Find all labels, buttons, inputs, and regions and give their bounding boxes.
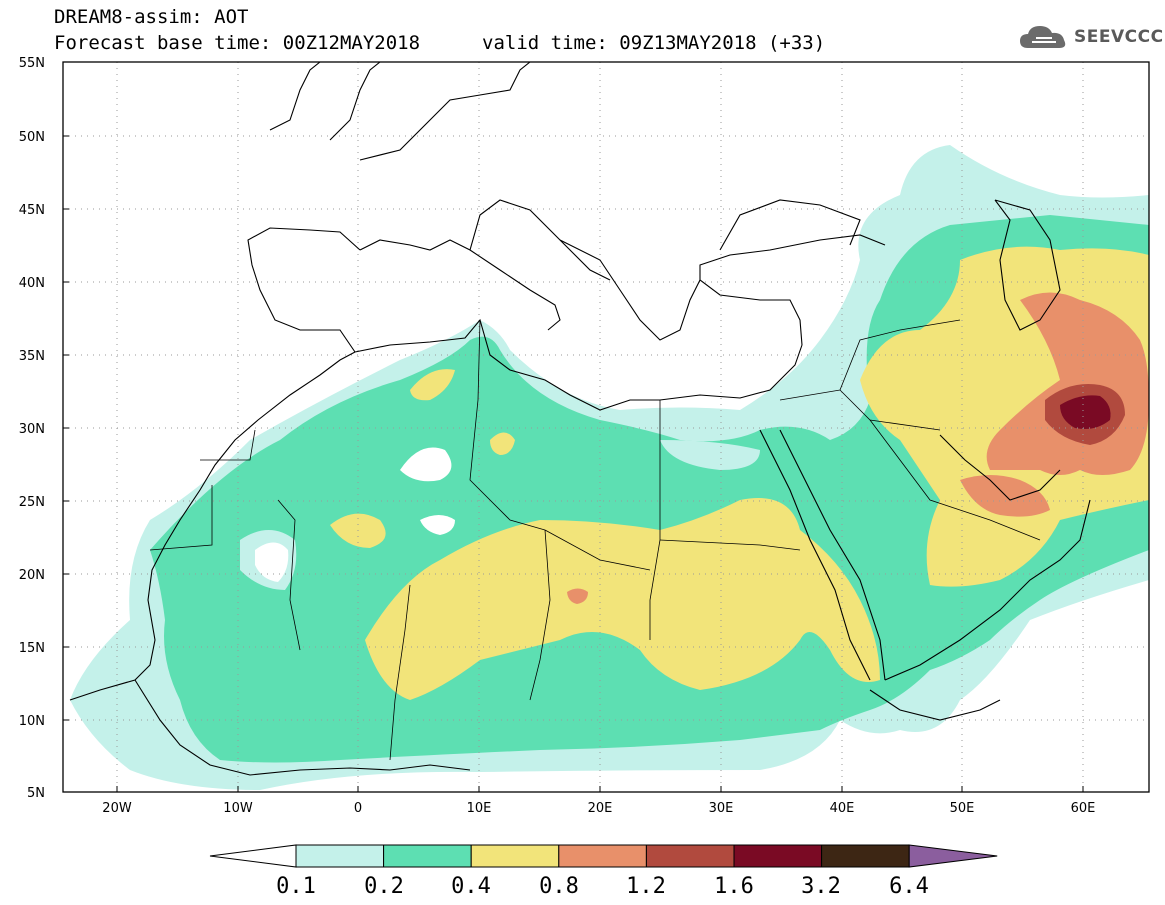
colorbar-label: 0.2 <box>364 874 404 899</box>
lat-label: 40N <box>19 276 45 291</box>
aot-band-0-8 <box>567 588 588 604</box>
aot-band-1-6 <box>1060 395 1111 429</box>
aot-band-0-4 <box>410 369 455 401</box>
colorbar-label: 6.4 <box>889 874 929 899</box>
lat-label: 45N <box>19 203 45 218</box>
colorbar <box>209 844 998 868</box>
axis-ticks <box>63 61 1084 792</box>
map-frame <box>62 61 1150 793</box>
colorbar-label: 0.8 <box>539 874 579 899</box>
colorbar-swatch <box>470 844 560 868</box>
colorbar-label: 0.1 <box>276 874 316 899</box>
seevccc-logo: SEEVCCC <box>1018 22 1164 52</box>
lon-label: 10E <box>467 801 492 816</box>
colorbar-swatch <box>295 844 385 868</box>
aot-clear-patch <box>255 542 289 582</box>
colorbar-label: 1.6 <box>714 874 754 899</box>
colorbar-high-arrow <box>908 844 998 868</box>
graticule <box>63 62 1149 792</box>
logo-label: SEEVCCC <box>1074 27 1164 47</box>
aot-clear-patch <box>400 447 452 482</box>
colorbar-swatch <box>558 844 647 868</box>
colorbar-label: 0.4 <box>451 874 491 899</box>
valid-time: valid time: 09Z13MAY2018 (+33) <box>482 32 826 54</box>
colorbar-label: 3.2 <box>801 874 841 899</box>
forecast-base-time: Forecast base time: 00Z12MAY2018 <box>54 32 421 54</box>
colorbar-swatch <box>645 844 735 868</box>
lat-label: 5N <box>27 786 45 801</box>
aot-band-0-4 <box>365 498 880 700</box>
lon-label: 20E <box>588 801 613 816</box>
borders <box>149 319 1041 761</box>
lat-label: 20N <box>19 568 45 583</box>
aot-band-0-4 <box>490 432 515 455</box>
lat-label: 30N <box>19 422 45 437</box>
map-title: DREAM8-assim: AOT <box>54 6 249 28</box>
lat-label: 35N <box>19 349 45 364</box>
colorbar-swatch <box>821 844 910 868</box>
lon-label: 40E <box>830 801 855 816</box>
lat-label: 15N <box>19 641 45 656</box>
lon-label: 0 <box>354 801 362 816</box>
lon-label: 20W <box>102 801 132 816</box>
colorbar-label: 1.2 <box>626 874 666 899</box>
aot-clear-patch <box>420 515 455 535</box>
aot-field <box>63 62 1149 792</box>
colorbar-swatch <box>733 844 823 868</box>
lon-label: 60E <box>1071 801 1096 816</box>
lat-label: 25N <box>19 495 45 510</box>
lat-label: 55N <box>19 56 45 71</box>
lat-label: 50N <box>19 130 45 145</box>
lat-label: 10N <box>19 714 45 729</box>
lon-label: 50E <box>950 801 975 816</box>
colorbar-low-arrow <box>209 844 297 868</box>
lon-label: 30E <box>709 801 734 816</box>
colorbar-swatch <box>383 844 472 868</box>
aot-clear-patch <box>660 440 760 470</box>
lon-label: 10W <box>223 801 253 816</box>
aot-band-0-8 <box>960 475 1050 517</box>
coastlines <box>69 62 1091 776</box>
cloud-icon <box>1020 26 1066 48</box>
